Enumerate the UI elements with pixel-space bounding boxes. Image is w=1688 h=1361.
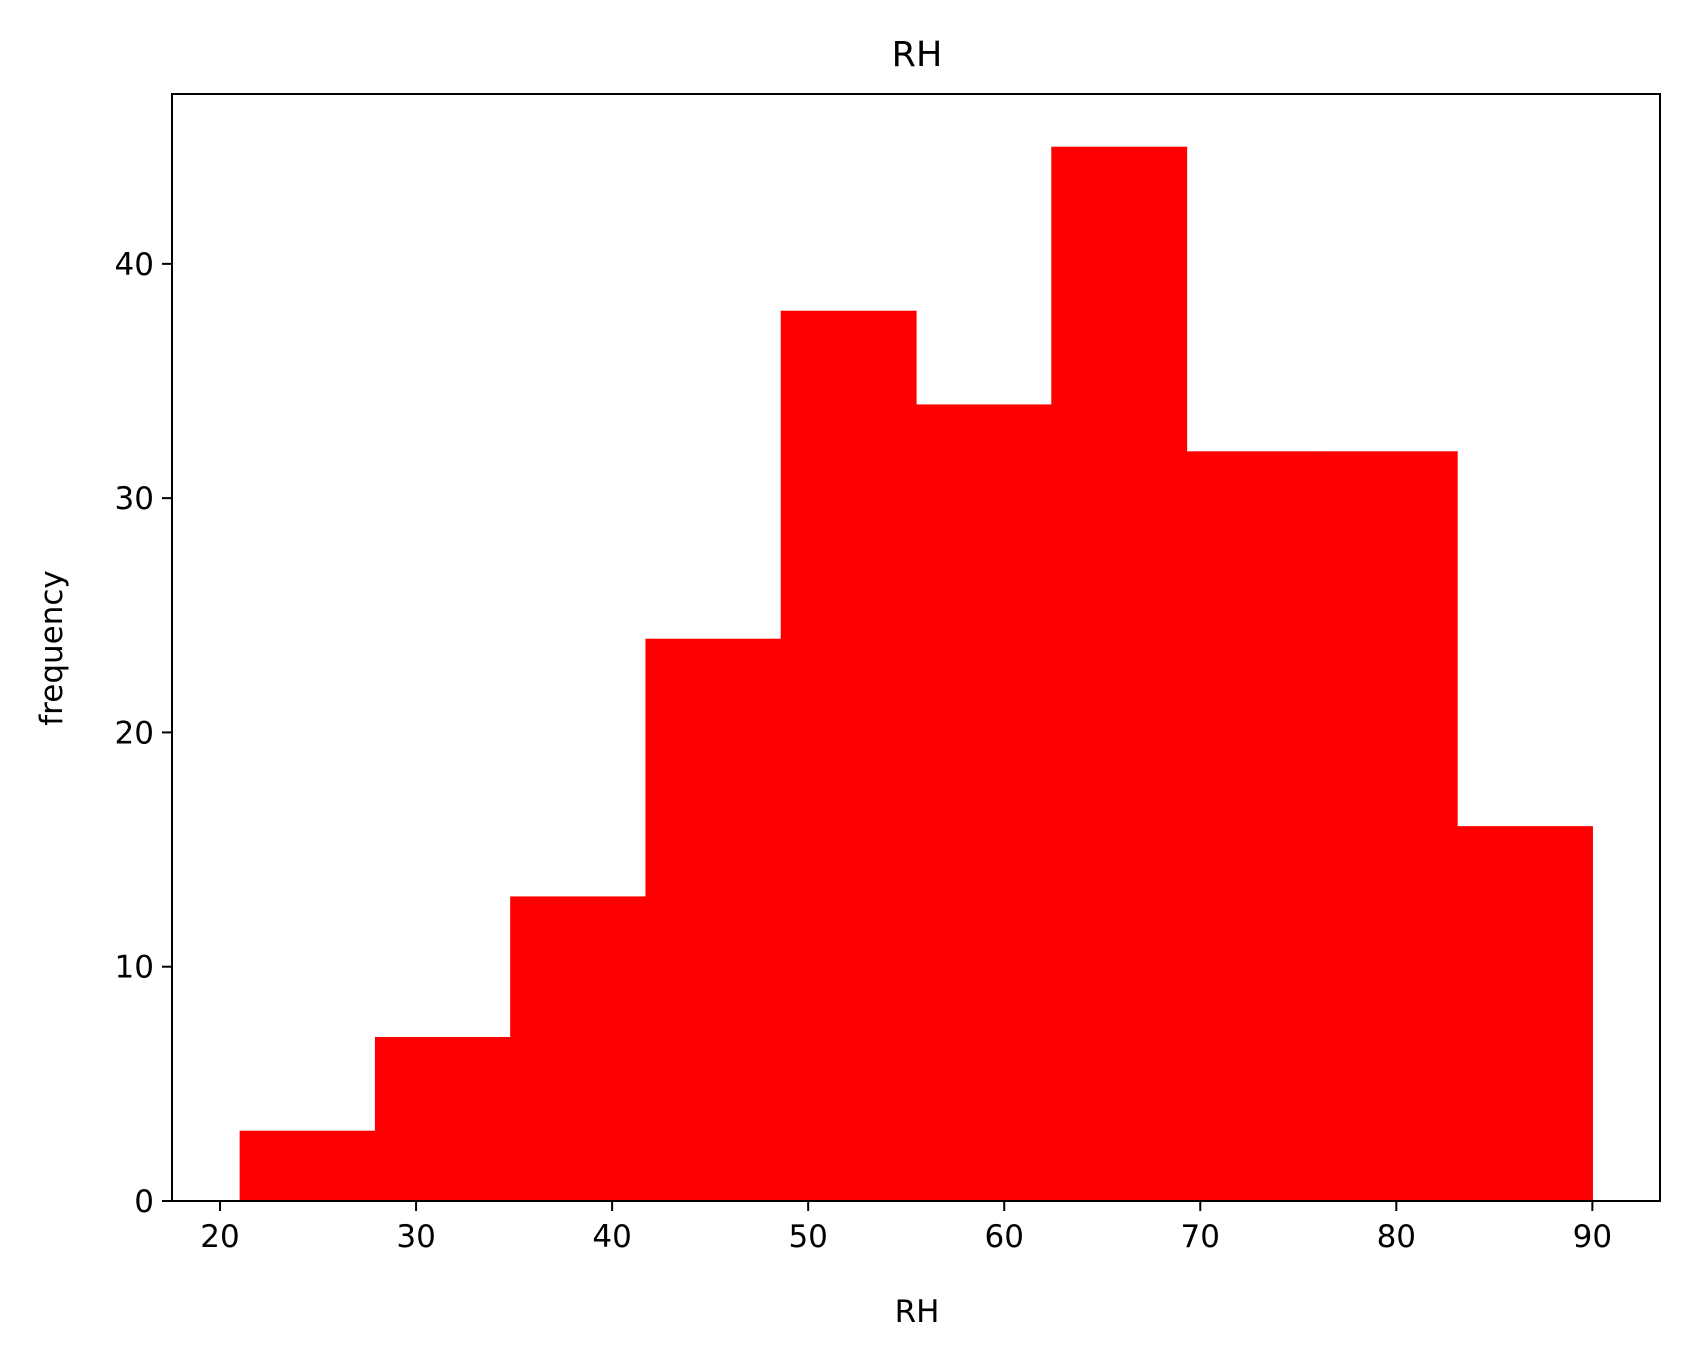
histogram-bar bbox=[1457, 826, 1593, 1201]
x-tick-label: 30 bbox=[396, 1219, 435, 1255]
x-tick-label: 80 bbox=[1377, 1219, 1416, 1255]
histogram-bar bbox=[239, 1130, 376, 1201]
histogram-bar bbox=[374, 1037, 511, 1201]
y-tick-label: 0 bbox=[134, 1184, 154, 1220]
plot-frame bbox=[171, 93, 1661, 1202]
x-tick-label: 70 bbox=[1181, 1219, 1220, 1255]
y-axis-ticks: 0 10 20 30 40 bbox=[115, 247, 172, 1220]
x-tick-label: 90 bbox=[1573, 1219, 1612, 1255]
y-tick-label: 40 bbox=[115, 247, 154, 283]
y-axis-label: frequency bbox=[34, 570, 70, 725]
histogram-bar bbox=[1186, 451, 1323, 1201]
histogram-bar bbox=[780, 310, 917, 1201]
x-tick-label: 60 bbox=[984, 1219, 1023, 1255]
y-tick-label: 30 bbox=[115, 481, 154, 517]
x-tick-label: 40 bbox=[592, 1219, 631, 1255]
y-tick-label: 10 bbox=[115, 950, 154, 986]
x-axis-ticks: 20 30 40 50 60 70 80 90 bbox=[200, 1201, 1612, 1255]
histogram-bar bbox=[1321, 451, 1458, 1201]
histogram-bar bbox=[1051, 146, 1188, 1202]
chart-title: RH bbox=[892, 35, 943, 75]
y-tick-label: 20 bbox=[115, 715, 154, 751]
histogram-bar bbox=[510, 896, 647, 1201]
histogram-bar bbox=[645, 638, 782, 1201]
bars-group bbox=[239, 146, 1593, 1202]
x-tick-label: 50 bbox=[788, 1219, 827, 1255]
histogram-bar bbox=[916, 404, 1052, 1201]
x-axis-label: RH bbox=[895, 1294, 940, 1330]
x-tick-label: 20 bbox=[200, 1219, 239, 1255]
